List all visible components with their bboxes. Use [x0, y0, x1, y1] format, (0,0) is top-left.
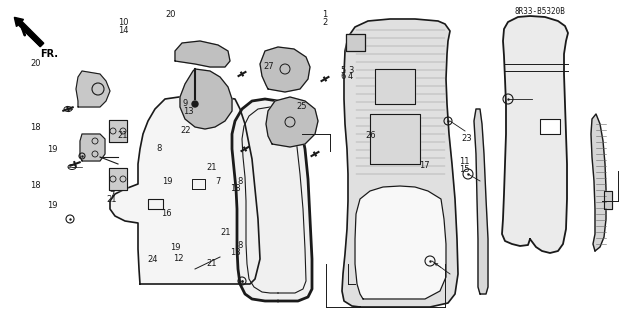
Text: 8: 8: [237, 177, 243, 186]
Text: 24: 24: [147, 256, 157, 264]
Polygon shape: [109, 120, 127, 142]
Polygon shape: [109, 168, 127, 190]
Text: FR.: FR.: [40, 49, 58, 59]
Text: 15: 15: [459, 165, 469, 174]
Polygon shape: [232, 99, 312, 301]
Polygon shape: [375, 69, 415, 104]
Polygon shape: [175, 41, 230, 67]
Polygon shape: [80, 134, 105, 161]
Text: 3: 3: [348, 66, 353, 75]
Text: 26: 26: [366, 131, 376, 140]
Text: 21: 21: [220, 228, 230, 237]
Text: 12: 12: [173, 254, 183, 263]
Text: 9: 9: [183, 99, 188, 108]
Text: 2: 2: [323, 18, 328, 27]
Polygon shape: [110, 94, 260, 284]
Text: 21: 21: [107, 195, 117, 204]
FancyArrow shape: [14, 17, 44, 47]
Text: 1: 1: [323, 10, 328, 19]
Text: 27: 27: [264, 63, 274, 71]
Text: 4: 4: [348, 72, 353, 81]
Text: 8: 8: [156, 144, 161, 153]
Text: 14: 14: [118, 26, 128, 35]
Text: 18: 18: [230, 248, 241, 257]
Text: 20: 20: [166, 10, 176, 19]
Polygon shape: [474, 109, 488, 294]
Text: 23: 23: [462, 134, 472, 143]
Text: 19: 19: [170, 243, 180, 252]
Circle shape: [192, 101, 198, 107]
Polygon shape: [342, 19, 458, 307]
Text: 5: 5: [340, 66, 346, 75]
Polygon shape: [502, 16, 568, 253]
Polygon shape: [180, 69, 232, 129]
Polygon shape: [76, 71, 110, 107]
Text: 16: 16: [161, 209, 172, 218]
Text: 7: 7: [109, 191, 115, 200]
Text: 18: 18: [30, 123, 40, 132]
Polygon shape: [540, 119, 560, 134]
Text: 10: 10: [118, 18, 128, 27]
Text: 11: 11: [459, 157, 469, 166]
Polygon shape: [591, 114, 606, 251]
Text: 18: 18: [230, 184, 241, 193]
Text: 21: 21: [206, 259, 216, 268]
Polygon shape: [370, 114, 420, 164]
Text: 18: 18: [30, 181, 40, 189]
Text: 21: 21: [118, 131, 128, 140]
Text: 8R33-B5320B: 8R33-B5320B: [515, 6, 565, 16]
Polygon shape: [604, 191, 612, 209]
Text: 17: 17: [419, 161, 429, 170]
Polygon shape: [266, 97, 318, 147]
Polygon shape: [355, 186, 446, 299]
Text: 20: 20: [30, 59, 40, 68]
Text: 19: 19: [163, 177, 173, 186]
Text: 19: 19: [47, 145, 58, 154]
Text: 19: 19: [47, 201, 58, 210]
Text: 25: 25: [297, 102, 307, 111]
Polygon shape: [346, 34, 365, 51]
Text: 7: 7: [215, 177, 220, 186]
Text: 13: 13: [184, 107, 194, 116]
Text: 22: 22: [180, 126, 191, 135]
Text: 8: 8: [237, 241, 243, 250]
Text: 6: 6: [340, 72, 346, 81]
Text: 21: 21: [206, 163, 216, 172]
Polygon shape: [260, 47, 310, 92]
